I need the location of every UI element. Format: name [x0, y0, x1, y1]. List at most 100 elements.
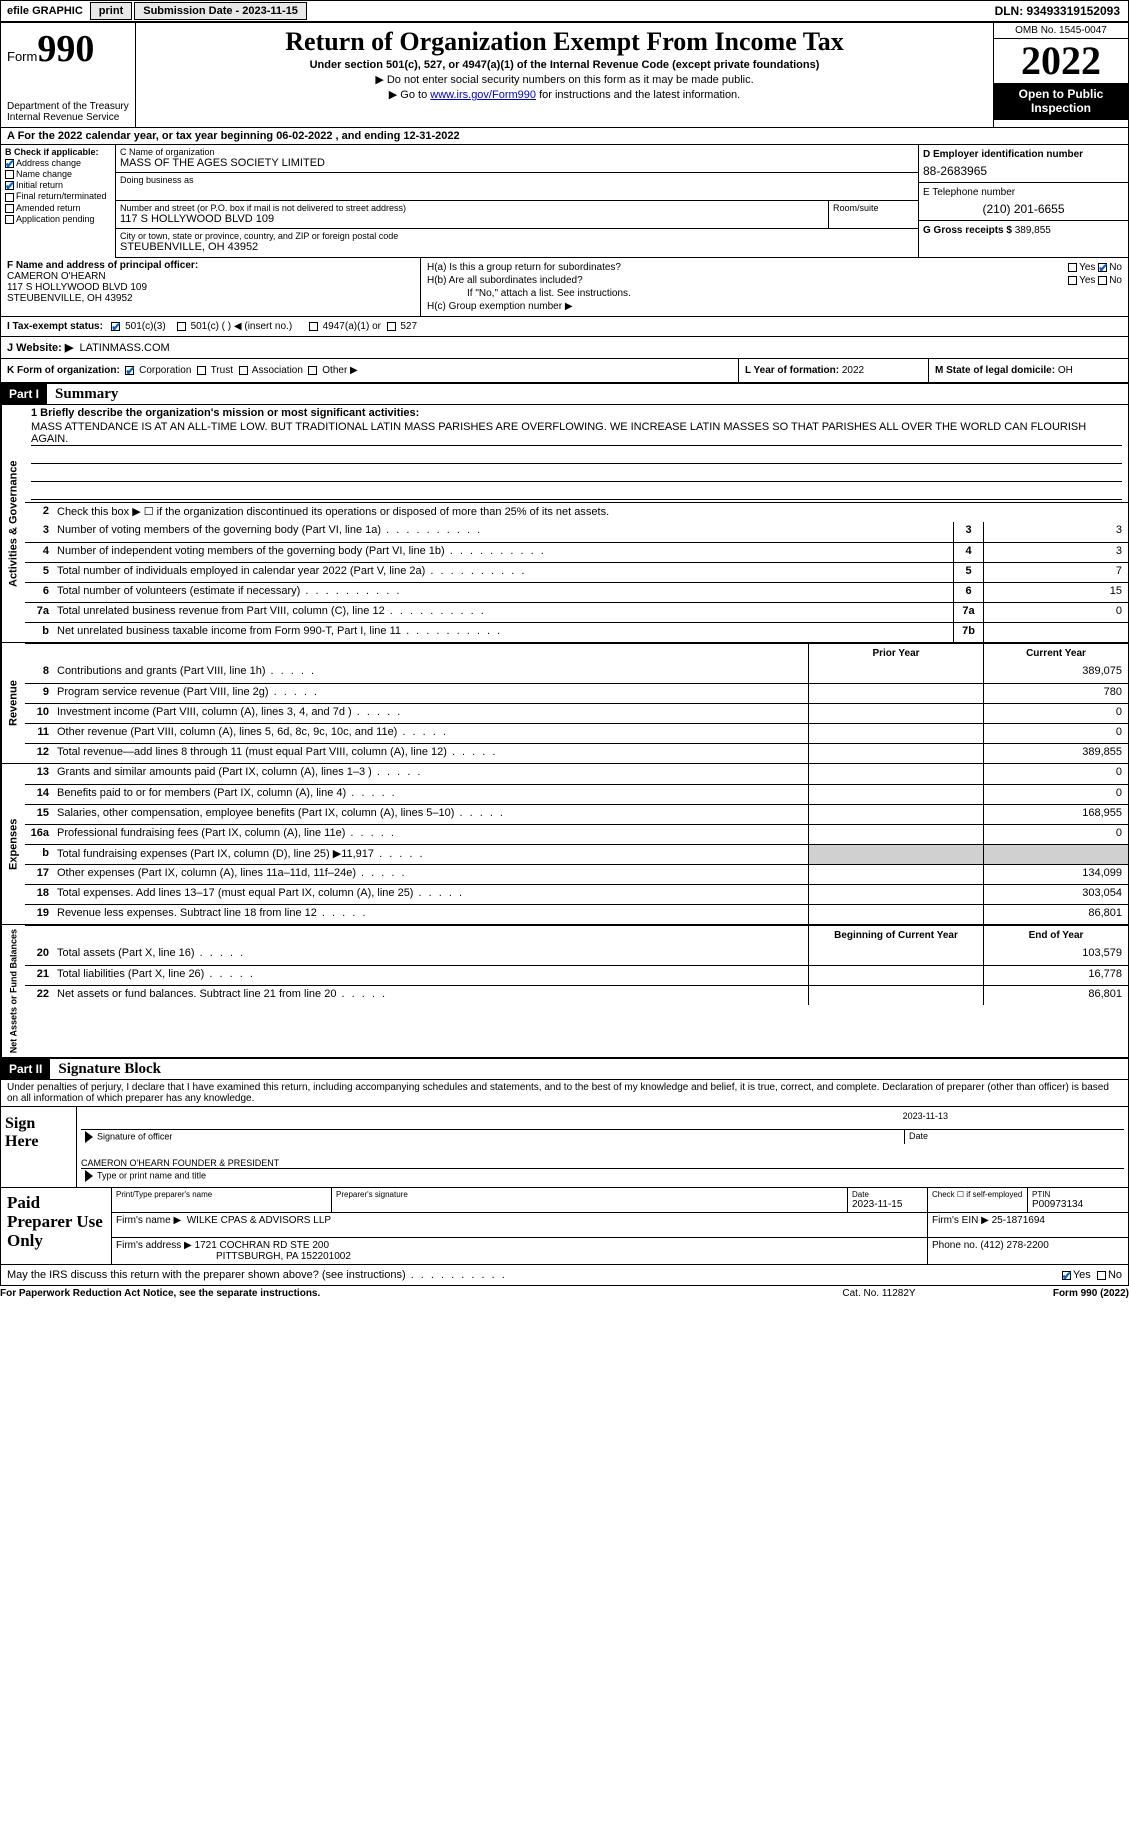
chk-trust[interactable] [197, 366, 206, 375]
col-f-officer: F Name and address of principal officer:… [1, 258, 421, 316]
table-row: 14Benefits paid to or for members (Part … [25, 784, 1128, 804]
chk-application-pending[interactable]: Application pending [5, 214, 111, 224]
table-row: 20Total assets (Part X, line 16)103,579 [25, 945, 1128, 965]
sig-date: 2023-11-13 [903, 1111, 948, 1121]
top-bar: efile GRAPHIC print Submission Date - 20… [0, 0, 1129, 22]
chk-amended[interactable]: Amended return [5, 203, 111, 213]
chk-assoc[interactable] [239, 366, 248, 375]
table-row: bTotal fundraising expenses (Part IX, co… [25, 844, 1128, 864]
goto-pre: ▶ Go to [389, 89, 430, 101]
section-revenue: Revenue Prior Year Current Year 8Contrib… [0, 643, 1129, 764]
h-a: H(a) Is this a group return for subordin… [427, 262, 1122, 273]
firm-ein: 25-1871694 [992, 1215, 1045, 1226]
header-center: Return of Organization Exempt From Incom… [136, 23, 993, 127]
chk-501c3[interactable] [111, 322, 120, 331]
dba-box: Doing business as [116, 173, 918, 201]
row-a-tax-year: A For the 2022 calendar year, or tax yea… [0, 128, 1129, 145]
officer-addr1: 117 S HOLLYWOOD BLVD 109 [7, 282, 147, 293]
part-1-header: Part I Summary [0, 383, 1129, 405]
street-address: 117 S HOLLYWOOD BLVD 109 [120, 213, 824, 225]
tax-year: 2022 [994, 39, 1128, 83]
ein: 88-2683965 [923, 160, 1124, 178]
arrow-icon [85, 1131, 93, 1143]
row-i-tax-status: I Tax-exempt status: 501(c)(3) 501(c) ( … [0, 317, 1129, 337]
table-row: 11Other revenue (Part VIII, column (A), … [25, 723, 1128, 743]
chk-501c[interactable] [177, 322, 186, 331]
prep-line-1: Print/Type preparer's name Preparer's si… [112, 1188, 1128, 1213]
box-c: C Name of organization MASS OF THE AGES … [116, 145, 1128, 258]
side-label-ag: Activities & Governance [1, 405, 25, 642]
firm-phone: (412) 278-2200 [980, 1240, 1048, 1251]
h-c: H(c) Group exemption number ▶ [427, 301, 1122, 312]
table-row: 18Total expenses. Add lines 13–17 (must … [25, 884, 1128, 904]
section-activities-governance: Activities & Governance 1 Briefly descri… [0, 405, 1129, 643]
part-1-title: Summary [47, 386, 118, 403]
chk-name-change[interactable]: Name change [5, 169, 111, 179]
side-label-expenses: Expenses [1, 764, 25, 924]
form-990: 990 [37, 28, 94, 70]
table-row: 4Number of independent voting members of… [25, 542, 1128, 562]
chk-may-no[interactable] [1097, 1271, 1106, 1280]
address-box: Number and street (or P.O. box if mail i… [116, 201, 918, 229]
print-button[interactable]: print [90, 2, 132, 20]
table-row: 3Number of voting members of the governi… [25, 522, 1128, 542]
table-row: 21Total liabilities (Part X, line 26)16,… [25, 965, 1128, 985]
chk-527[interactable] [387, 322, 396, 331]
city-box: City or town, state or province, country… [116, 229, 918, 257]
arrow-icon [85, 1170, 93, 1182]
table-row: 8Contributions and grants (Part VIII, li… [25, 663, 1128, 683]
row-k-form-org: K Form of organization: Corporation Trus… [1, 359, 738, 382]
page-footer: For Paperwork Reduction Act Notice, see … [0, 1286, 1129, 1301]
firm-addr: 1721 COCHRAN RD STE 200 [195, 1240, 330, 1251]
chk-may-yes[interactable] [1062, 1271, 1071, 1280]
chk-address-change[interactable]: Address change [5, 158, 111, 168]
header-right: OMB No. 1545-0047 2022 Open to Public In… [993, 23, 1128, 127]
chk-initial-return[interactable]: Initial return [5, 180, 111, 190]
irs-link[interactable]: www.irs.gov/Form990 [430, 89, 536, 101]
table-row: 17Other expenses (Part IX, column (A), l… [25, 864, 1128, 884]
table-row: 19Revenue less expenses. Subtract line 1… [25, 904, 1128, 924]
table-row: 6Total number of volunteers (estimate if… [25, 582, 1128, 602]
part-2-num: Part II [1, 1059, 50, 1079]
firm-name: WILKE CPAS & ADVISORS LLP [187, 1215, 331, 1226]
omb-number: OMB No. 1545-0047 [994, 23, 1128, 39]
part-2-header: Part II Signature Block [0, 1058, 1129, 1080]
footer-right: Form 990 (2022) [979, 1288, 1129, 1299]
sign-here-row: Sign Here 2023-11-13 Signature of office… [0, 1107, 1129, 1188]
box-d-e-g: D Employer identification number 88-2683… [918, 145, 1128, 257]
chk-other[interactable] [308, 366, 317, 375]
row-k-l-m: K Form of organization: Corporation Trus… [0, 359, 1129, 383]
org-name: MASS OF THE AGES SOCIETY LIMITED [120, 157, 914, 169]
col-c-d-e: C Name of organization MASS OF THE AGES … [116, 145, 1128, 258]
signature-declaration: Under penalties of perjury, I declare th… [0, 1080, 1129, 1107]
table-row: 7aTotal unrelated business revenue from … [25, 602, 1128, 622]
chk-4947[interactable] [309, 322, 318, 331]
table-row: 13Grants and similar amounts paid (Part … [25, 764, 1128, 784]
col-beginning: Beginning of Current Year [808, 926, 983, 945]
efile-label: efile GRAPHIC [1, 3, 89, 19]
goto-post: for instructions and the latest informat… [536, 89, 740, 101]
table-row: 16aProfessional fundraising fees (Part I… [25, 824, 1128, 844]
table-row: 10Investment income (Part VIII, column (… [25, 703, 1128, 723]
section-b-to-g: B Check if applicable: Address change Na… [0, 145, 1129, 258]
col-b-checkboxes: B Check if applicable: Address change Na… [1, 145, 116, 258]
gross-receipts: 389,855 [1015, 225, 1051, 236]
sign-here-label: Sign Here [1, 1107, 76, 1187]
prep-line-addr: Firm's address ▶ 1721 COCHRAN RD STE 200… [112, 1238, 1128, 1264]
chk-corp[interactable] [125, 366, 134, 375]
h-b: H(b) Are all subordinates included? Yes … [427, 275, 1122, 286]
line-1-mission: 1 Briefly describe the organization's mi… [25, 405, 1128, 502]
revenue-col-header: Prior Year Current Year [25, 643, 1128, 663]
chk-final-return[interactable]: Final return/terminated [5, 191, 111, 201]
officer-name: CAMERON O'HEARN [7, 271, 106, 282]
submission-date-button[interactable]: Submission Date - 2023-11-15 [134, 2, 307, 20]
org-name-box: C Name of organization MASS OF THE AGES … [116, 145, 918, 173]
form-header: Form990 Department of the Treasury Inter… [0, 22, 1129, 128]
row-f-h: F Name and address of principal officer:… [0, 258, 1129, 317]
table-row: bNet unrelated business taxable income f… [25, 622, 1128, 642]
irs: Internal Revenue Service [7, 112, 129, 123]
net-col-header: Beginning of Current Year End of Year [25, 925, 1128, 945]
line-2: 2 Check this box ▶ ☐ if the organization… [25, 502, 1128, 522]
subtitle-2: ▶ Do not enter social security numbers o… [140, 73, 989, 86]
h-b-note: If "No," attach a list. See instructions… [427, 288, 1122, 299]
